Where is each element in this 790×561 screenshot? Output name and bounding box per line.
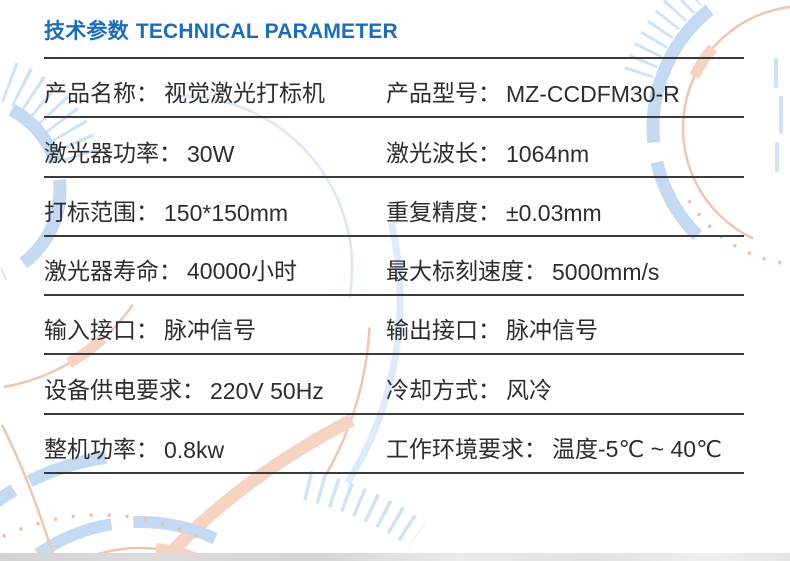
table-row: 激光器寿命： 40000小时 最大标刻速度： 5000mm/s xyxy=(44,237,744,297)
table-row: 打标范围： 150*150mm 重复精度： ±0.03mm xyxy=(44,178,744,237)
table-row: 产品名称： 视觉激光打标机 产品型号： MZ-CCDFM30-R xyxy=(44,59,744,119)
spec-label: 激光器功率： xyxy=(44,139,182,166)
page-title-zh: 技术参数 xyxy=(44,20,129,43)
spec-cell-laser-lifetime: 激光器寿命： 40000小时 xyxy=(44,237,386,294)
spec-value: 220V 50Hz xyxy=(210,377,324,404)
spec-cell-input-interface: 输入接口： 脉冲信号 xyxy=(44,296,386,353)
spec-cell-repeat-accuracy: 重复精度： ±0.03mm xyxy=(386,178,744,235)
spec-value: 风冷 xyxy=(506,376,552,403)
spec-value: 30W xyxy=(187,140,235,167)
spec-value: 5000mm/s xyxy=(552,259,660,286)
table-row: 输入接口： 脉冲信号 输出接口： 脉冲信号 xyxy=(44,296,744,356)
spec-cell-product-name: 产品名称： 视觉激光打标机 xyxy=(44,59,386,116)
spec-value: 脉冲信号 xyxy=(506,317,598,344)
page-title-en: TECHNICAL PARAMETER xyxy=(135,20,398,43)
spec-label: 输出接口： xyxy=(386,317,501,344)
spec-label: 整机功率： xyxy=(44,436,159,463)
spec-value: 视觉激光打标机 xyxy=(164,80,325,107)
spec-label: 工作环境要求： xyxy=(386,436,547,463)
spec-value: 1064nm xyxy=(506,140,590,167)
spec-value: 40000小时 xyxy=(187,258,297,285)
bottom-gray-strip xyxy=(0,553,790,561)
spec-label: 激光波长： xyxy=(386,139,501,166)
spec-label: 激光器寿命： xyxy=(44,258,182,285)
spec-cell-product-model: 产品型号： MZ-CCDFM30-R xyxy=(386,59,744,116)
spec-value: 脉冲信号 xyxy=(164,317,256,344)
spec-cell-marking-range: 打标范围： 150*150mm xyxy=(44,178,386,235)
spec-value: MZ-CCDFM30-R xyxy=(506,81,680,108)
table-row: 整机功率： 0.8kw 工作环境要求： 温度-5℃ ~ 40℃ xyxy=(44,415,744,475)
spec-label: 产品型号： xyxy=(386,80,501,107)
spec-value: 150*150mm xyxy=(164,199,289,226)
spec-value: 0.8kw xyxy=(164,437,225,464)
spec-label: 冷却方式： xyxy=(386,376,501,403)
spec-label: 输入接口： xyxy=(44,317,159,344)
spec-label: 产品名称： xyxy=(44,80,159,107)
spec-label: 重复精度： xyxy=(386,198,501,225)
table-row: 设备供电要求： 220V 50Hz 冷却方式： 风冷 xyxy=(44,355,744,415)
spec-cell-output-interface: 输出接口： 脉冲信号 xyxy=(386,296,744,353)
spec-label: 设备供电要求： xyxy=(44,376,205,403)
spec-cell-total-power: 整机功率： 0.8kw xyxy=(44,415,386,472)
spec-cell-power-supply: 设备供电要求： 220V 50Hz xyxy=(44,355,386,412)
spec-table: 产品名称： 视觉激光打标机 产品型号： MZ-CCDFM30-R 激光器功率： … xyxy=(44,57,744,475)
spec-cell-laser-power: 激光器功率： 30W xyxy=(44,118,386,175)
spec-cell-environment: 工作环境要求： 温度-5℃ ~ 40℃ xyxy=(386,415,744,472)
page-title: 技术参数 TECHNICAL PARAMETER xyxy=(44,15,398,45)
spec-label: 打标范围： xyxy=(44,198,159,225)
spec-cell-cooling: 冷却方式： 风冷 xyxy=(386,355,744,412)
spec-label: 最大标刻速度： xyxy=(386,258,547,285)
spec-cell-wavelength: 激光波长： 1064nm xyxy=(386,118,744,175)
spec-cell-max-speed: 最大标刻速度： 5000mm/s xyxy=(386,237,744,294)
spec-value: 温度-5℃ ~ 40℃ xyxy=(552,436,722,463)
spec-value: ±0.03mm xyxy=(506,199,602,226)
table-row: 激光器功率： 30W 激光波长： 1064nm xyxy=(44,118,744,178)
